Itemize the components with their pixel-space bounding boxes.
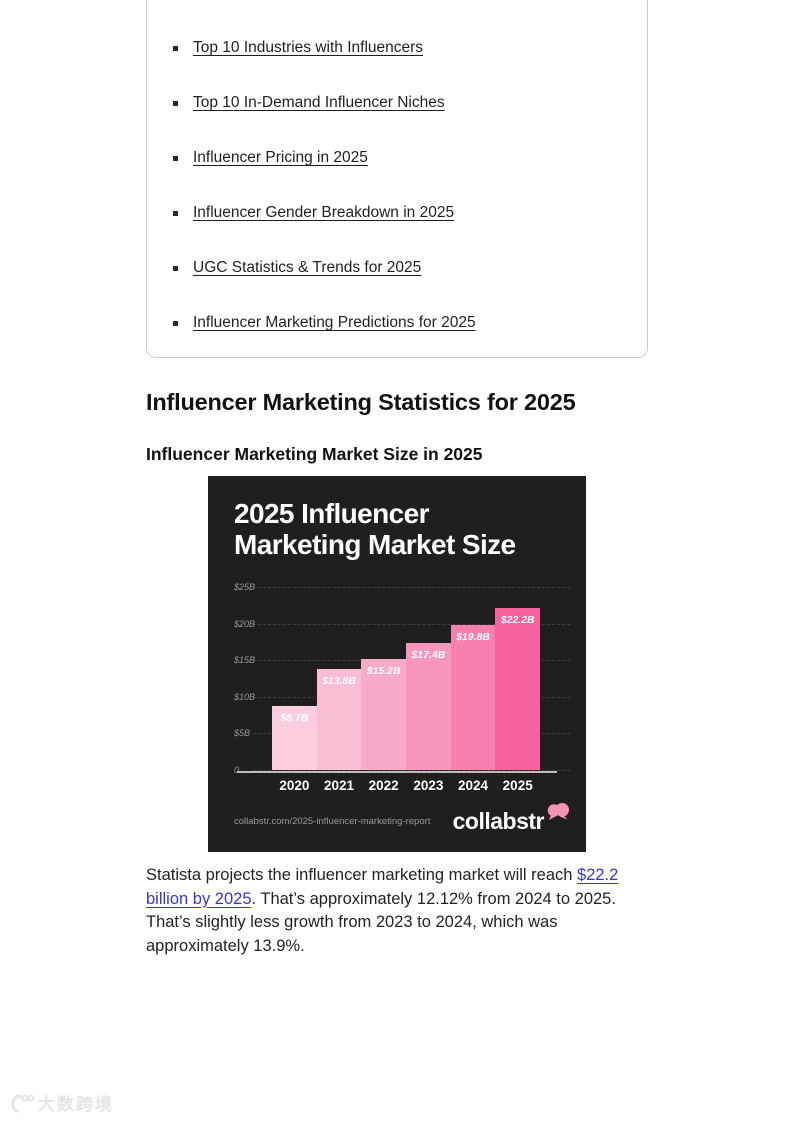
section-heading: Influencer Marketing Statistics for 2025 <box>146 389 576 415</box>
gridline <box>253 770 570 771</box>
bar-value-label: $17.4B <box>411 648 446 661</box>
toc-item: Top 10 In-Demand Influencer Niches <box>173 94 623 112</box>
y-axis-tick-label: $10B <box>234 691 256 702</box>
gridline <box>253 587 570 588</box>
x-axis-tick-label: 2021 <box>323 778 355 793</box>
watermark-text: 大数跨境 <box>38 1095 114 1114</box>
chart-source-url: collabstr.com/2025-influencer-marketing-… <box>234 815 431 827</box>
paragraph-text-before: Statista projects the influencer marketi… <box>146 866 578 884</box>
bar-value-label: $22.2B <box>500 613 535 626</box>
toc-item: Influencer Pricing in 2025 <box>173 149 623 167</box>
watermark: 大数跨境 <box>8 1090 114 1115</box>
bullet-icon <box>173 266 178 271</box>
x-axis-line <box>237 771 557 773</box>
y-axis-tick-label: 0 <box>234 765 240 775</box>
bullet-icon <box>173 211 178 216</box>
body-paragraph: Statista projects the influencer marketi… <box>146 864 648 958</box>
toc-link-ugc-statistics[interactable]: UGC Statistics & Trends for 2025 <box>193 259 422 276</box>
x-axis-tick-label: 2022 <box>368 778 399 793</box>
x-axis-tick-label: 2023 <box>413 778 444 793</box>
brand-logo-text: collabstr <box>452 808 545 834</box>
brand-logo: collabstr <box>452 803 570 834</box>
toc-link-industries[interactable]: Top 10 Industries with Influencers <box>193 39 424 56</box>
toc-link-predictions[interactable]: Influencer Marketing Predictions for 202… <box>193 314 476 331</box>
x-axis-tick-label: 2025 <box>502 778 533 793</box>
toc-item: Influencer Gender Breakdown in 2025 <box>173 204 623 222</box>
chart-bar-2023: $17.4B <box>406 642 451 770</box>
chart-title-line-1: 2025 Influencer <box>234 498 429 529</box>
chart-bar-2020: $8.7B <box>272 706 317 770</box>
toc-link-niches[interactable]: Top 10 In-Demand Influencer Niches <box>193 94 445 111</box>
bullet-icon <box>173 101 178 106</box>
bullet-icon <box>173 321 178 326</box>
toc-list: Top 10 Industries with Influencers Top 1… <box>173 39 623 332</box>
bar-value-label: $15.2B <box>366 664 401 677</box>
bullet-icon <box>173 46 178 51</box>
y-axis-tick-label: $15B <box>234 655 256 666</box>
subsection-heading: Influencer Marketing Market Size in 2025 <box>146 444 483 464</box>
toc-link-gender-breakdown[interactable]: Influencer Gender Breakdown in 2025 <box>193 204 455 221</box>
bar-value-label: $8.7B <box>280 712 309 725</box>
x-axis-tick-label: 2020 <box>279 778 310 793</box>
chart-bars: $8.7B $13.8B $15.2B $17.4B $19.8B $22.2B <box>272 587 541 770</box>
bar-value-label: $19.8B <box>456 631 490 644</box>
chart-title-line-2: Marketing Market Size <box>234 529 516 560</box>
toc-link-pricing[interactable]: Influencer Pricing in 2025 <box>193 149 368 166</box>
chart-bar-2025: $22.2B <box>495 607 541 770</box>
speech-bubble-icon <box>547 803 569 820</box>
table-of-contents-card: Top 10 Industries with Influencers Top 1… <box>146 0 648 358</box>
chart-bar-2024: $19.8B <box>450 625 496 770</box>
chart-bar-2022: $15.2B <box>361 658 407 770</box>
market-size-link[interactable]: $22.2 billion by 2025 <box>146 866 619 908</box>
watermark-logo-icon <box>11 1093 34 1112</box>
y-axis-tick-label: $25B <box>234 582 256 592</box>
chart-title: 2025 Influencer Marketing Market Size <box>234 498 516 560</box>
x-axis-labels: 2020 2021 2022 2023 2024 2025 <box>272 778 540 793</box>
chart-footer: collabstr.com/2025-influencer-marketing-… <box>234 803 570 834</box>
paragraph-text-after: . That’s approximately 12.12% from 2024 … <box>146 889 616 955</box>
toc-item: UGC Statistics & Trends for 2025 <box>173 259 623 277</box>
bullet-icon <box>173 156 178 161</box>
y-axis-tick-label: $20B <box>234 618 256 629</box>
market-size-chart: 2025 Influencer Marketing Market Size $2… <box>208 476 586 852</box>
toc-item: Top 10 Industries with Influencers <box>173 39 623 57</box>
x-axis-tick-label: 2024 <box>458 778 489 793</box>
gridline <box>253 623 570 625</box>
toc-item: Influencer Marketing Predictions for 202… <box>173 314 623 332</box>
bar-value-label: $13.8B <box>322 674 356 687</box>
chart-bar-2021: $13.8B <box>316 668 362 770</box>
y-axis-tick-label: $5B <box>234 728 251 739</box>
